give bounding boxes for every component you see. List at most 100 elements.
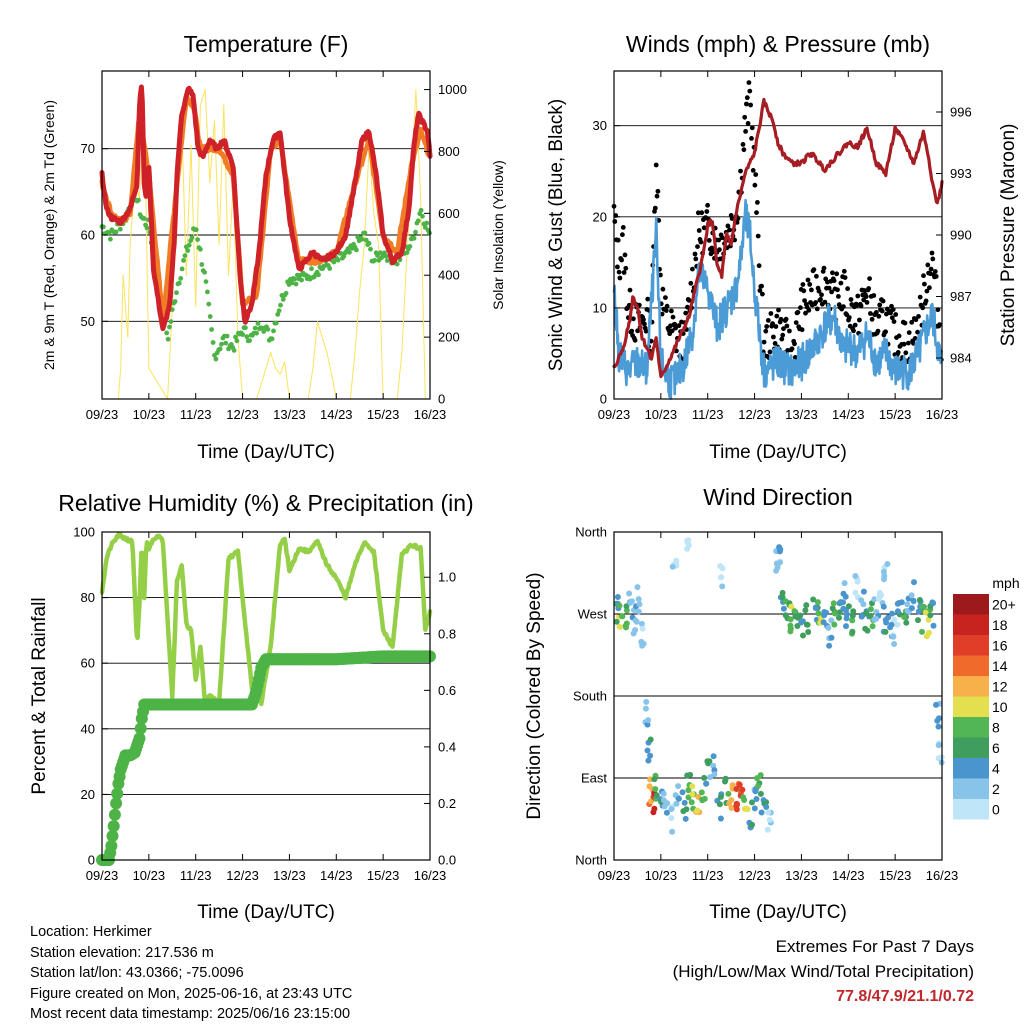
winds-title: Winds (mph) & Pressure (mb): [626, 31, 930, 57]
direction-point: [736, 781, 743, 788]
elevation-text: Station elevation: 217.536 m: [30, 944, 214, 961]
gust-point: [876, 313, 882, 319]
gust-point: [765, 318, 771, 323]
gust-point: [933, 274, 939, 279]
gust-point: [740, 142, 746, 147]
gust-point: [783, 316, 789, 322]
y-tick-label: 30: [593, 118, 607, 133]
gust-point: [826, 285, 832, 291]
gust-point: [756, 263, 762, 269]
direction-point: [689, 791, 696, 798]
direction-point: [765, 809, 772, 816]
direction-point: [867, 606, 874, 613]
direction-point: [711, 771, 718, 778]
gust-point: [770, 321, 775, 326]
gust-point: [764, 324, 770, 329]
dewpoint-point: [181, 258, 186, 263]
solar-line: [396, 352, 403, 400]
gust-point: [746, 80, 752, 85]
pressure-line: [612, 97, 944, 379]
dewpoint-point: [182, 253, 188, 259]
direction-point: [653, 792, 660, 799]
solar-line: [307, 367, 314, 400]
direction-point: [619, 613, 625, 619]
direction-grid: [614, 613, 942, 779]
gust-point: [663, 295, 668, 300]
gust-point: [902, 320, 908, 326]
dewpoint-point: [362, 230, 368, 236]
direction-point: [616, 623, 623, 630]
colorbar-swatch: [953, 594, 989, 615]
precip-point: [107, 820, 120, 833]
gust-point: [761, 339, 767, 345]
solar-line: [223, 104, 229, 276]
gust-point: [932, 269, 938, 274]
station-info: Location: Herkimer Station elevation: 21…: [30, 922, 352, 1025]
gust-point: [861, 297, 867, 303]
colorbar-swatch: [953, 778, 989, 799]
direction-point: [894, 608, 901, 615]
dewpoint-point: [174, 290, 179, 296]
dewpoint-point: [164, 330, 170, 336]
gust-point: [673, 325, 678, 331]
direction-point: [779, 589, 786, 596]
dewpoint-point: [385, 258, 390, 263]
y2-tick-label: 0.8: [438, 626, 456, 641]
precip-point: [106, 830, 119, 842]
dewpoint-point: [377, 250, 383, 256]
solar-line: [204, 89, 211, 183]
gust-point: [753, 172, 759, 178]
direction-ticks: 09/23 10/23 11/23 12/23 13/23 14/23 15/23 16/23…: [573, 525, 958, 884]
direction-point: [889, 610, 896, 617]
x-tick-label: 10/23: [645, 407, 678, 422]
temperature-ylabel: 2m & 9m T (Red, Orange) & 2m Td (Green): [41, 100, 57, 370]
gust-point: [642, 321, 647, 327]
colorbar-swatch: [953, 635, 989, 656]
direction-point: [647, 752, 654, 759]
gust-point: [773, 324, 779, 329]
direction-point: [661, 803, 668, 810]
gust-point: [814, 273, 819, 279]
solar-line: [326, 352, 333, 375]
colorbar-label: 4: [992, 760, 1000, 776]
direction-point: [877, 591, 884, 598]
gust-point: [612, 219, 618, 224]
solar-line: [363, 144, 370, 245]
dewpoint-point: [280, 297, 286, 302]
gust-point: [906, 330, 912, 335]
direction-point: [884, 561, 891, 567]
dewpoint-point: [335, 257, 341, 263]
colorbar-label: 2: [992, 781, 1000, 797]
dewpoint-point: [347, 249, 352, 255]
gust-point: [879, 308, 885, 314]
colorbar-swatch: [953, 758, 989, 779]
solar-line: [199, 89, 206, 106]
gust-point: [620, 225, 626, 230]
direction-point: [682, 815, 689, 822]
gust-point: [705, 202, 710, 208]
direction-point: [681, 799, 688, 806]
gust-point: [819, 292, 824, 298]
solar-line: [279, 361, 286, 375]
direction-point: [840, 590, 847, 597]
gust-point: [830, 270, 835, 276]
gust-point: [695, 244, 700, 250]
winds-ticks: 09/23 10/23 11/23 12/23 13/23 14/23 15/23 16/23…: [593, 71, 972, 422]
direction-point: [810, 596, 817, 603]
temperature-xlabel: Time (Day/UTC): [197, 442, 335, 463]
gust-point: [670, 314, 676, 320]
x-tick-label: 13/23: [785, 407, 818, 422]
gust-point: [793, 320, 799, 325]
dewpoint-point: [269, 336, 275, 342]
solar-line: [270, 352, 276, 369]
y2-tick-label: 1.0: [438, 570, 456, 585]
y2-tick-label: 1000: [438, 82, 467, 97]
gust-point: [685, 304, 690, 310]
gust-point: [813, 300, 818, 305]
gust-point: [906, 340, 911, 346]
gust-point: [776, 307, 781, 313]
direction-point: [836, 614, 842, 621]
y-tick-label: 60: [81, 656, 95, 671]
direction-point: [749, 799, 755, 806]
direction-point: [632, 617, 639, 624]
